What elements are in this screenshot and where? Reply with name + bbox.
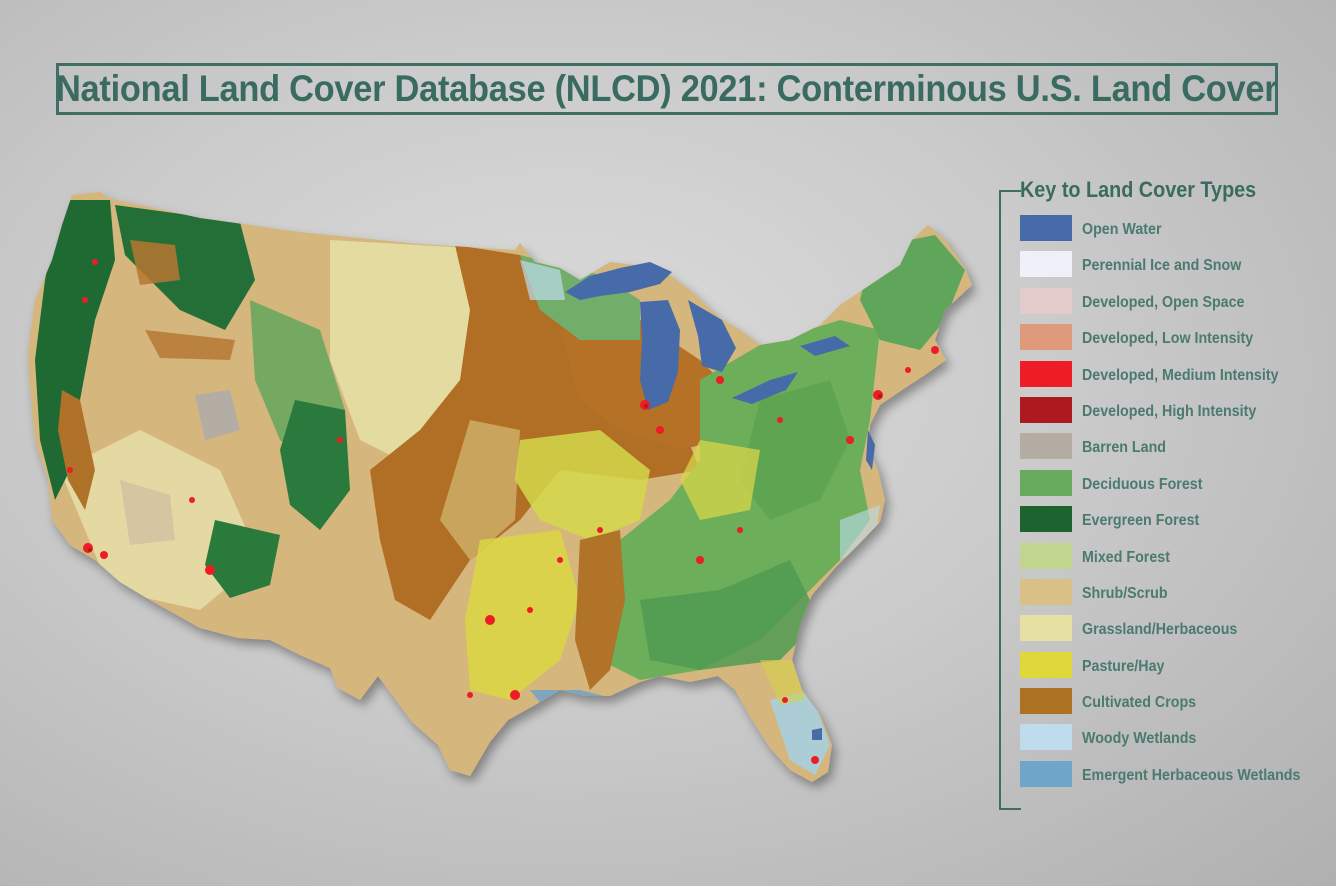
colorado-evergreen-forest [280,400,350,530]
legend-label: Emergent Herbaceous Wetlands [1082,766,1301,784]
florida-pasture [760,660,805,705]
legend-item: Developed, Open Space [1020,287,1319,324]
chesapeake-bay [866,430,875,470]
mixed-forest-swatch [1020,542,1072,569]
legend-label: Open Water [1082,221,1162,238]
eastern-plains-grassland [440,420,520,560]
developed-high-intensity-swatch [1020,396,1072,423]
southwest-barren [120,480,175,545]
emergent-herbaceous-wetlands-swatch [1020,760,1072,787]
legend-label: Grassland/Herbaceous [1082,621,1238,639]
developed-high-intensity-areas [88,394,882,552]
pacific-coast-evergreen-forest [35,200,115,500]
northern-woody-wetlands [520,260,565,300]
atlantic-coast-wetlands [840,505,880,560]
legend-item: Emergent Herbaceous Wetlands [1020,760,1319,797]
legend-item: Developed, Low Intensity [1020,324,1319,360]
legend-label: Developed, Medium Intensity [1082,366,1279,384]
legend-label: Woody Wetlands [1082,730,1197,748]
legend-item: Developed, Medium Intensity [1020,360,1319,397]
east-texas-pasture [465,530,580,700]
deciduous-forest-swatch [1020,469,1072,496]
title-frame: National Land Cover Database (NLCD) 2021… [56,63,1278,115]
legend-item: Grassland/Herbaceous [1020,615,1319,651]
legend-label: Mixed Forest [1082,548,1170,566]
lake-erie [732,372,798,404]
ohio-valley-pasture [680,440,760,520]
legend-item: Cultivated Crops [1020,688,1319,724]
grassland-herbaceous-swatch [1020,615,1072,642]
legend-title: Key to Land Cover Types [1020,177,1257,202]
cultivated-crops-swatch [1020,688,1072,715]
barren-land-swatch [1020,433,1072,460]
legend-frame [999,190,1021,810]
lake-michigan [640,300,680,410]
legend-list: Open Water Perennial Ice and Snow Develope… [1020,215,1319,797]
southeast-coastal-forest [640,560,820,670]
lake-superior [565,262,672,300]
lake-okeechobee [812,728,822,740]
arizona-evergreen-forest [205,520,280,598]
woody-wetlands-swatch [1020,724,1072,751]
legend-label: Perennial Ice and Snow [1082,257,1242,275]
lake-ontario [800,336,850,356]
appalachian-deciduous-forest [740,380,850,520]
northern-rockies-evergreen-forest [115,205,255,330]
legend-label: Developed, Low Intensity [1082,330,1254,348]
evergreen-forest-swatch [1020,506,1072,533]
legend-item: Shrub/Scrub [1020,578,1319,615]
legend-label: Developed, Open Space [1082,293,1245,311]
open-water-swatch [1020,215,1072,241]
legend-item: Barren Land [1020,433,1319,469]
legend-item: Deciduous Forest [1020,469,1319,506]
developed-low-intensity-swatch [1020,324,1072,351]
central-valley-crops [58,390,95,510]
idaho-crops [145,330,235,360]
shrub-scrub-swatch [1020,578,1072,605]
legend-item: Perennial Ice and Snow [1020,251,1319,287]
developed-areas [67,259,939,764]
mississippi-delta-crops [575,530,625,690]
legend-item: Pasture/Hay [1020,651,1319,688]
midwest-pasture [515,430,650,540]
legend-item: Evergreen Forest [1020,506,1319,542]
legend-label: Developed, High Intensity [1082,402,1257,420]
developed-medium-intensity-swatch [1020,360,1072,387]
lake-huron [688,300,736,372]
legend-label: Barren Land [1082,439,1167,457]
legend-label: Shrub/Scrub [1082,584,1168,602]
page-title: National Land Cover Database (NLCD) 2021… [56,68,1278,109]
legend-label: Evergreen Forest [1082,512,1200,530]
legend-label: Pasture/Hay [1082,657,1165,675]
legend-item: Open Water [1020,215,1319,251]
pasture-hay-swatch [1020,651,1072,678]
legend-item: Developed, High Intensity [1020,396,1319,433]
legend-label: Deciduous Forest [1082,475,1203,493]
legend-item: Mixed Forest [1020,542,1319,579]
columbia-basin-crops [130,240,180,285]
great-salt-lake [195,390,240,440]
florida-wetlands [770,690,830,775]
legend-item: Woody Wetlands [1020,724,1319,760]
perennial-ice-snow-swatch [1020,251,1072,278]
legend-label: Cultivated Crops [1082,694,1197,712]
developed-open-space-swatch [1020,287,1072,314]
